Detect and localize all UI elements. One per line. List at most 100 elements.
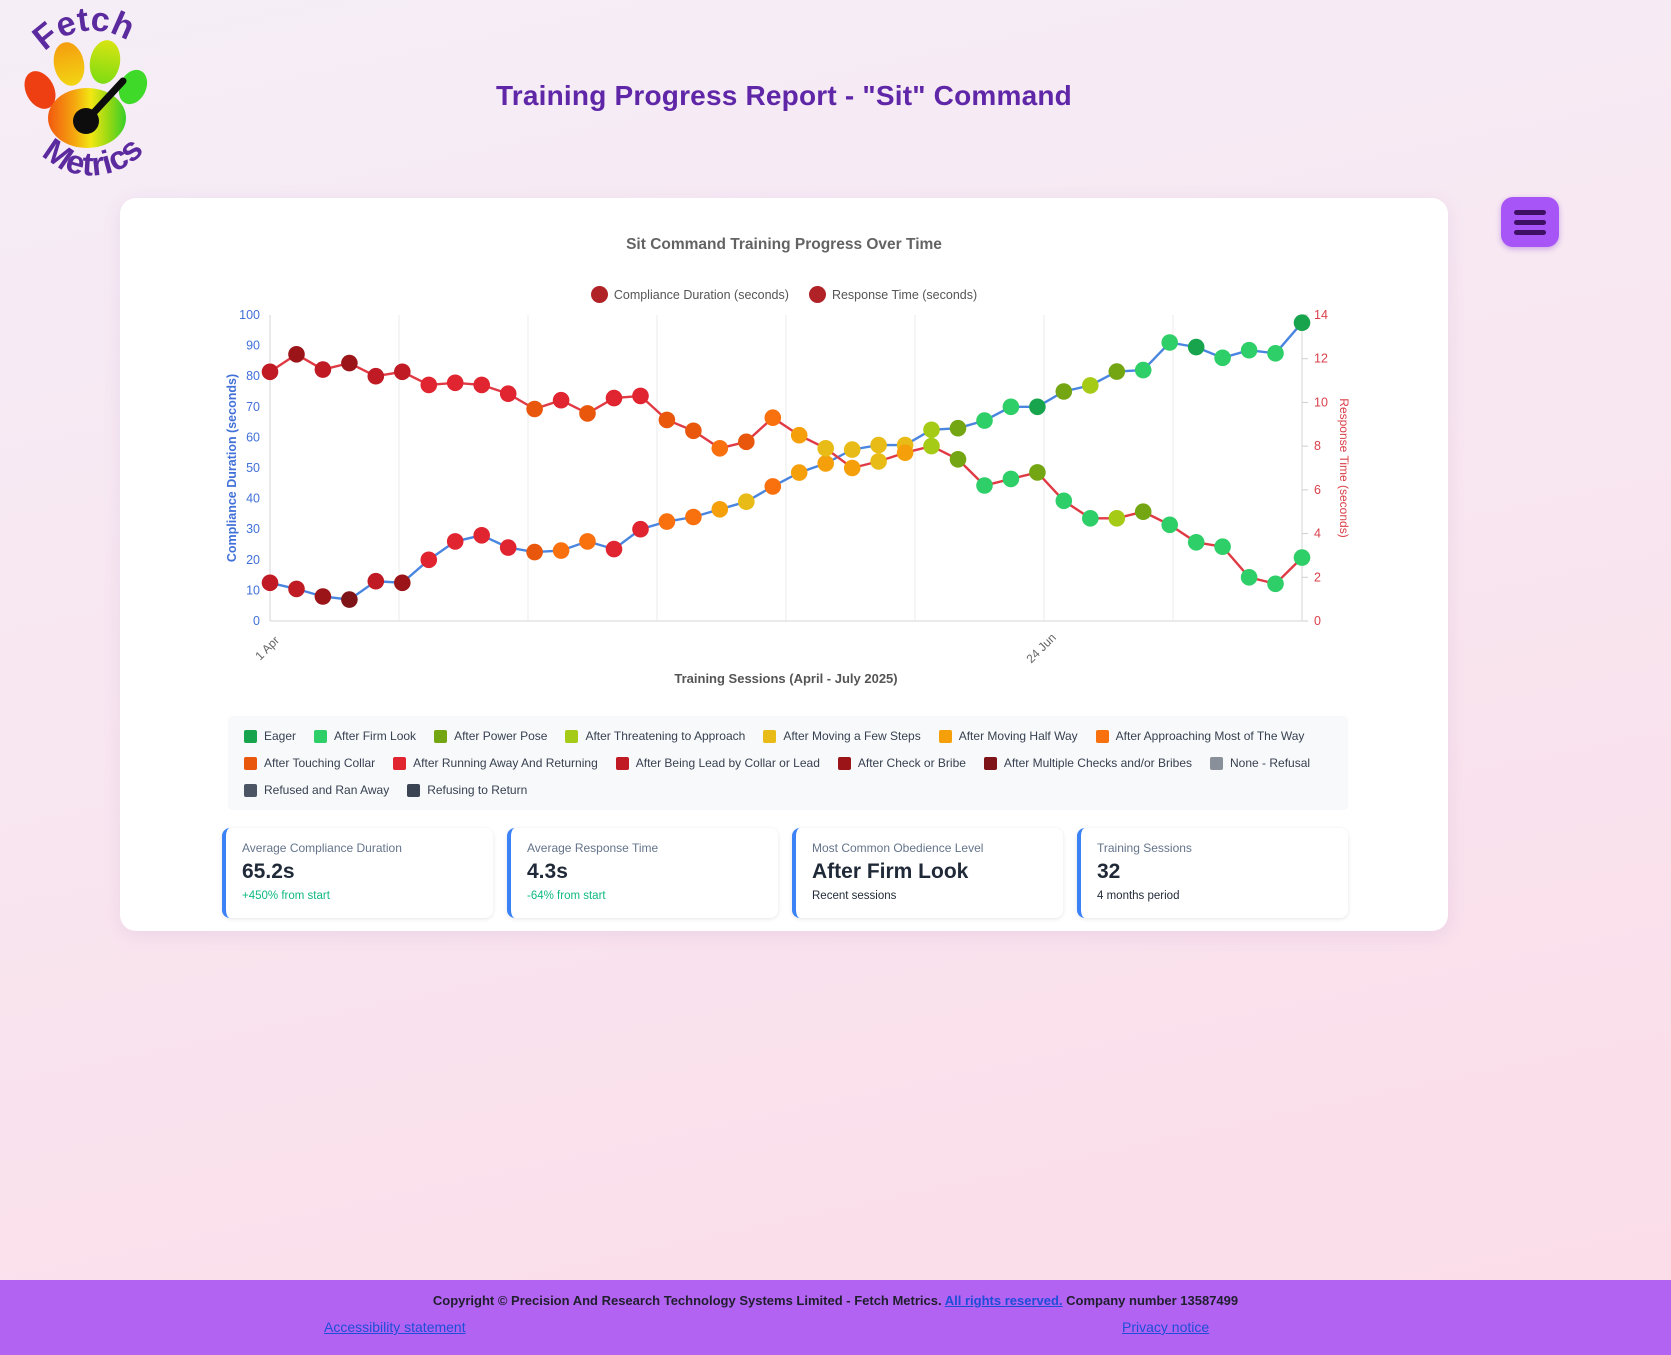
legend-dot-icon bbox=[808, 286, 826, 303]
accessibility-statement-link[interactable]: Accessibility statement bbox=[324, 1319, 466, 1335]
privacy-notice-link[interactable]: Privacy notice bbox=[1122, 1319, 1210, 1335]
legend-item[interactable]: After Moving Half Way bbox=[938, 729, 1078, 743]
data-point bbox=[579, 405, 596, 422]
legend-label: After Check or Bribe bbox=[857, 756, 966, 770]
data-point bbox=[1187, 534, 1205, 551]
data-point bbox=[526, 400, 543, 418]
legend-item[interactable]: None - Refusal bbox=[1210, 756, 1310, 770]
data-point bbox=[1108, 363, 1126, 380]
data-point bbox=[1161, 516, 1178, 534]
copyright-text: Copyright © Precision And Research Techn… bbox=[432, 1293, 1239, 1308]
data-point bbox=[367, 367, 385, 385]
data-point bbox=[632, 520, 649, 538]
left-axis-tick: 60 bbox=[246, 430, 260, 444]
legend-item[interactable]: Refused and Ran Away bbox=[244, 783, 389, 797]
left-axis-tick: 50 bbox=[246, 461, 260, 475]
data-point bbox=[976, 412, 993, 429]
data-point bbox=[1214, 538, 1231, 555]
legend-swatch-icon bbox=[837, 756, 851, 770]
data-point bbox=[685, 422, 702, 440]
legend-swatch-icon bbox=[615, 756, 629, 770]
x-axis-title: Training Sessions (April - July 2025) bbox=[674, 671, 897, 686]
menu-button[interactable] bbox=[1501, 197, 1559, 247]
hamburger-icon bbox=[1514, 209, 1546, 215]
data-point bbox=[1187, 338, 1205, 356]
legend-label: After Power Pose bbox=[454, 729, 548, 743]
data-point bbox=[685, 508, 702, 526]
data-point bbox=[1082, 377, 1099, 394]
legend-label: After Moving Half Way bbox=[958, 729, 1078, 743]
data-point bbox=[923, 421, 940, 439]
data-point bbox=[1055, 492, 1073, 510]
data-point bbox=[817, 455, 834, 472]
data-point bbox=[738, 433, 755, 451]
right-axis-tick: 6 bbox=[1314, 483, 1321, 497]
left-axis-tick: 10 bbox=[246, 583, 260, 597]
left-axis-tick: 20 bbox=[246, 553, 260, 567]
legend-item[interactable]: Eager bbox=[244, 729, 296, 743]
data-point bbox=[1002, 470, 1020, 488]
legend-item[interactable]: After Power Pose bbox=[434, 729, 547, 743]
stat-card-sessions: Training Sessions 32 4 months period bbox=[1077, 828, 1348, 918]
data-point bbox=[446, 533, 464, 550]
legend-item[interactable]: After Approaching Most of The Way bbox=[1095, 729, 1304, 743]
right-axis-tick: 0 bbox=[1314, 614, 1321, 628]
data-point bbox=[764, 409, 782, 426]
legend-swatch-icon bbox=[434, 729, 448, 743]
data-point bbox=[949, 419, 967, 437]
data-point bbox=[711, 501, 729, 518]
legend-swatch-icon bbox=[1210, 756, 1224, 770]
legend-item[interactable]: After Being Lead by Collar or Lead bbox=[615, 756, 820, 770]
data-point bbox=[552, 542, 570, 559]
data-point bbox=[1240, 341, 1258, 359]
legend-item[interactable]: After Firm Look bbox=[314, 729, 416, 743]
legend-item[interactable]: Refusing to Return bbox=[407, 783, 527, 797]
data-point bbox=[420, 376, 438, 394]
legend-item[interactable]: After Touching Collar bbox=[244, 756, 375, 770]
series-line bbox=[269, 321, 1303, 601]
data-point bbox=[552, 391, 570, 409]
data-point bbox=[949, 451, 967, 468]
data-point bbox=[341, 591, 358, 608]
all-rights-reserved-link[interactable]: All rights reserved. bbox=[944, 1293, 1063, 1308]
obedience-level-legend: Eager After Firm Look After Power Pose Afte… bbox=[228, 716, 1348, 810]
data-point bbox=[1134, 503, 1152, 520]
legend-item[interactable]: After Moving a Few Steps bbox=[763, 729, 921, 743]
legend-label: Refused and Ran Away bbox=[264, 783, 390, 797]
right-axis-tick: 14 bbox=[1314, 308, 1328, 322]
fetch-metrics-logo: Fetch Metrics bbox=[24, 4, 149, 183]
data-point bbox=[1134, 361, 1152, 379]
data-point bbox=[1293, 314, 1311, 331]
right-axis-tick: 10 bbox=[1314, 395, 1328, 409]
data-point bbox=[658, 513, 676, 530]
legend-label: Refusing to Return bbox=[427, 783, 528, 797]
legend-swatch-icon bbox=[983, 756, 997, 770]
data-point bbox=[1214, 349, 1231, 367]
legend-label: Eager bbox=[264, 729, 297, 743]
data-point bbox=[1161, 334, 1178, 351]
legend-item-compliance[interactable]: Compliance Duration (seconds) bbox=[590, 286, 789, 303]
legend-item[interactable]: After Running Away And Returning bbox=[393, 756, 598, 770]
legend-item[interactable]: After Threatening to Approach bbox=[565, 729, 745, 743]
legend-item[interactable]: After Multiple Checks and/or Bribes bbox=[983, 756, 1192, 770]
right-axis-tick: 12 bbox=[1314, 352, 1328, 366]
data-point bbox=[843, 441, 861, 458]
data-point bbox=[473, 527, 491, 544]
x-axis-tick: 1 Apr bbox=[252, 633, 282, 663]
left-axis-tick: 90 bbox=[246, 339, 260, 353]
data-point bbox=[1293, 549, 1311, 566]
data-point bbox=[341, 354, 358, 372]
legend-swatch-icon bbox=[244, 756, 257, 770]
data-point bbox=[817, 440, 834, 457]
data-point bbox=[1240, 569, 1258, 586]
legend-item[interactable]: After Check or Bribe bbox=[837, 756, 966, 770]
legend-item-response[interactable]: Response Time (seconds) bbox=[808, 286, 977, 303]
legend-swatch-icon bbox=[763, 729, 777, 743]
legend-swatch-icon bbox=[938, 729, 952, 743]
legend-label: After Moving a Few Steps bbox=[783, 729, 921, 743]
data-point bbox=[896, 444, 914, 461]
data-point bbox=[314, 588, 332, 605]
data-point bbox=[261, 574, 279, 592]
left-axis-tick: 80 bbox=[246, 369, 260, 383]
data-point bbox=[605, 389, 623, 407]
